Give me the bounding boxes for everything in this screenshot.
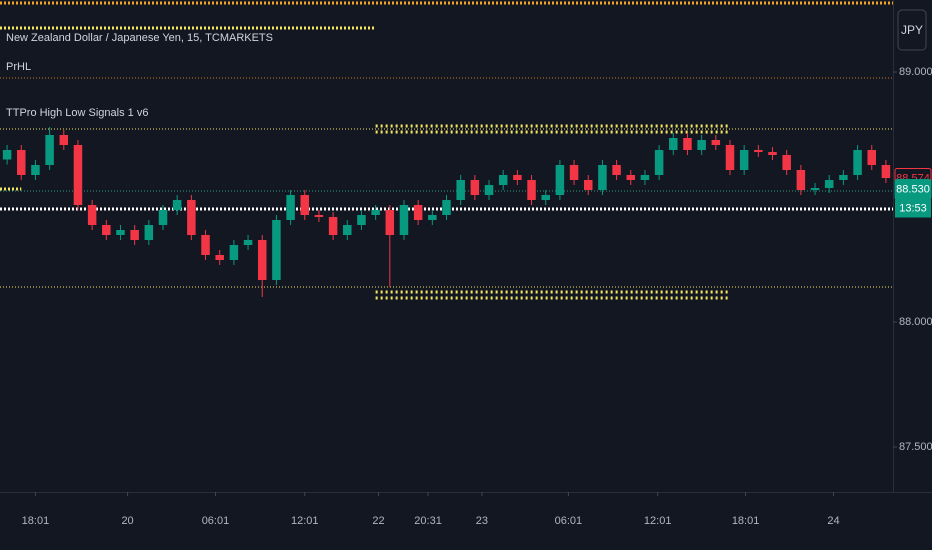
candle-body <box>640 175 650 180</box>
candle-body <box>31 165 40 175</box>
candle-body <box>87 205 97 225</box>
price-axis-bg <box>893 0 932 550</box>
candle-body <box>73 145 83 205</box>
candle-body <box>867 150 876 165</box>
countdown-box <box>895 199 931 218</box>
candle-body <box>286 195 295 220</box>
candle-body <box>555 165 565 195</box>
candle-body <box>796 170 806 190</box>
candle-body <box>215 255 224 260</box>
candle-body <box>201 235 210 255</box>
price-label: 88.530 <box>896 183 930 195</box>
x-tick-label: 06:01 <box>202 515 230 527</box>
currency[interactable]: JPY <box>901 23 923 37</box>
candle-body <box>839 175 848 180</box>
candle-body <box>754 150 763 152</box>
candle-body <box>810 188 820 190</box>
indicator-label[interactable]: TTPro High Low Signals 1 v6 <box>6 107 148 119</box>
candle-body <box>612 165 621 175</box>
chart-title: New Zealand Dollar / Japanese Yen, 15, T… <box>6 32 273 44</box>
candle-body <box>144 225 154 240</box>
candle-body <box>456 180 465 200</box>
candle-body <box>768 152 777 155</box>
candle-body <box>17 150 26 175</box>
candle-body <box>243 240 253 245</box>
candle-body <box>272 220 281 280</box>
x-tick-label: 12:01 <box>644 515 672 527</box>
candle-body <box>711 140 721 145</box>
x-tick-label: 18:01 <box>22 515 50 527</box>
candle-body <box>314 215 324 217</box>
candle-body <box>626 175 636 180</box>
candle-body <box>513 175 522 180</box>
candle-body <box>172 200 182 210</box>
candle-body <box>669 138 678 150</box>
currency-button[interactable] <box>897 9 927 51</box>
candle-body <box>739 150 749 170</box>
candle-body <box>413 205 423 220</box>
candle-body <box>130 230 139 240</box>
candle-body <box>697 140 706 150</box>
candle-body <box>725 145 735 170</box>
indicator-label[interactable]: PrHL <box>6 61 31 73</box>
candle-body <box>371 210 380 215</box>
candle-body <box>428 215 437 220</box>
candle-body <box>257 240 267 280</box>
candle-body <box>824 180 834 188</box>
x-tick-label: 22 <box>372 515 384 527</box>
x-tick-label: 24 <box>827 515 839 527</box>
candle-body <box>45 135 54 165</box>
x-tick-label: 20 <box>121 515 133 527</box>
x-tick-label: 20:31 <box>414 515 442 527</box>
candle-body <box>59 135 69 145</box>
candle-body <box>541 195 550 200</box>
candle-body <box>229 245 239 260</box>
candle-body <box>498 175 508 185</box>
candle-body <box>399 205 409 235</box>
candle-body <box>116 230 125 235</box>
candle-body <box>187 200 196 235</box>
x-tick-label: 23 <box>476 515 488 527</box>
countdown: 13:53 <box>899 202 927 214</box>
candle-body <box>158 210 168 225</box>
candle-body <box>442 200 451 215</box>
candle-body <box>527 180 536 200</box>
y-tick-label: 88.000 <box>899 316 932 328</box>
candle-body <box>470 180 480 195</box>
candle-body <box>583 180 593 190</box>
candle-body <box>385 210 395 235</box>
candle-body <box>102 225 111 235</box>
x-tick-label: 18:01 <box>732 515 760 527</box>
x-tick-label: 06:01 <box>555 515 583 527</box>
y-tick-label: 87.500 <box>899 441 932 453</box>
candle-body <box>881 165 891 178</box>
candle-body <box>782 155 791 170</box>
candle-body <box>343 225 352 235</box>
y-tick-label: 89.000 <box>899 66 932 78</box>
candle-body <box>853 150 862 175</box>
x-tick-label: 12:01 <box>291 515 319 527</box>
candle-body <box>569 165 579 180</box>
candle-body <box>328 217 338 235</box>
candle-body <box>484 185 494 195</box>
candle-body <box>654 150 664 175</box>
candle-body <box>2 150 12 160</box>
candle-body <box>300 195 310 215</box>
candle-body <box>357 215 366 225</box>
candle-body <box>683 138 692 150</box>
candle-body <box>598 165 607 190</box>
